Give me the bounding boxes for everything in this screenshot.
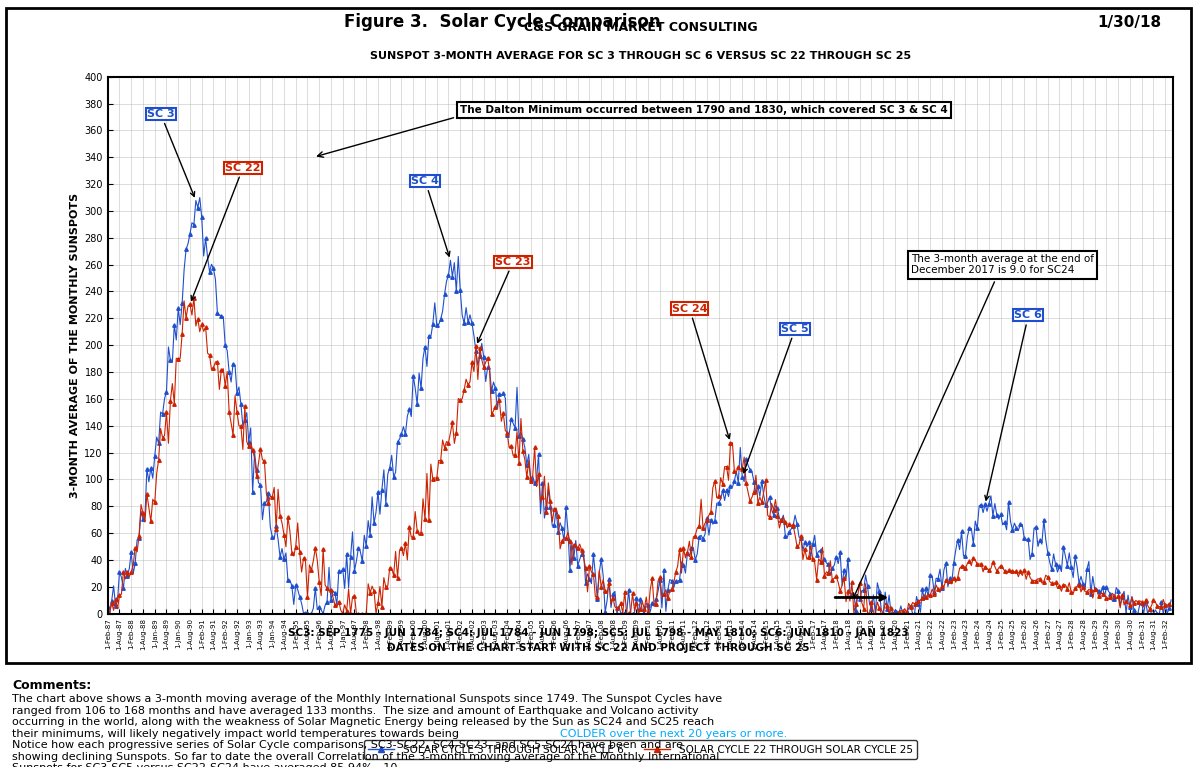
Text: SC 5: SC 5	[743, 324, 809, 472]
Text: ranged from 106 to 168 months and have averaged 133 months.  The size and amount: ranged from 106 to 168 months and have a…	[12, 706, 699, 716]
Text: occurring in the world, along with the weakness of Solar Magnetic Energy being r: occurring in the world, along with the w…	[12, 717, 715, 727]
Text: their minimums, will likely negatively impact world temperatures towards being: their minimums, will likely negatively i…	[12, 729, 462, 739]
Text: Sunspots for SC3-SC5 versus SC22-SC24 have averaged 85.94%.  10: Sunspots for SC3-SC5 versus SC22-SC24 ha…	[12, 763, 397, 767]
Text: SC 22: SC 22	[192, 163, 261, 301]
Text: Notice how each progressive series of Solar Cycle comparisons, SC3-SC22, SC4-SC2: Notice how each progressive series of So…	[12, 740, 683, 750]
Text: C&S GRAIN MARKET CONSULTING: C&S GRAIN MARKET CONSULTING	[523, 21, 758, 34]
Text: SC 6: SC 6	[985, 311, 1043, 500]
Y-axis label: 3-MONTH AVERAGE OF THE MONTHLY SUNSPOTS: 3-MONTH AVERAGE OF THE MONTHLY SUNSPOTS	[71, 193, 80, 498]
Text: 1/30/18: 1/30/18	[1096, 15, 1161, 30]
Text: SUNSPOT 3-MONTH AVERAGE FOR SC 3 THROUGH SC 6 VERSUS SC 22 THROUGH SC 25: SUNSPOT 3-MONTH AVERAGE FOR SC 3 THROUGH…	[370, 51, 911, 61]
Text: SC 4: SC 4	[412, 176, 450, 256]
Text: The chart above shows a 3-month moving average of the Monthly International Suns: The chart above shows a 3-month moving a…	[12, 694, 722, 704]
Text: showing declining Sunspots. So far to date the overall Correlation of the 3-mont: showing declining Sunspots. So far to da…	[12, 752, 719, 762]
Text: The 3-month average at the end of
December 2017 is 9.0 for SC24: The 3-month average at the end of Decemb…	[853, 254, 1094, 597]
Text: Comments:: Comments:	[12, 679, 91, 692]
Text: The Dalton Minimum occurred between 1790 and 1830, which covered SC 3 & SC 4: The Dalton Minimum occurred between 1790…	[460, 105, 948, 115]
Legend: SOLAR CYCLE 3 THROUGH SOLAR CYCLE 6, SOLAR CYCLE 22 THROUGH SOLAR CYCLE 25: SOLAR CYCLE 3 THROUGH SOLAR CYCLE 6, SOL…	[364, 740, 917, 759]
Text: COLDER over the next 20 years or more.: COLDER over the next 20 years or more.	[560, 729, 788, 739]
Text: SC 24: SC 24	[672, 304, 730, 439]
Text: DATES ON THE CHART START WITH SC 22 AND PROJECT THROUGH SC 25: DATES ON THE CHART START WITH SC 22 AND …	[388, 643, 809, 653]
Text: SC 3: SC 3	[147, 109, 195, 196]
Text: SC 23: SC 23	[478, 257, 530, 342]
Text: SC3: SEP 1775 - JUN 1784; SC4: JUL 1784 - JUN 1798; SC5: JUL 1798 - MAY 1810; SC: SC3: SEP 1775 - JUN 1784; SC4: JUL 1784 …	[288, 627, 909, 638]
Text: Figure 3.  Solar Cycle Comparison: Figure 3. Solar Cycle Comparison	[345, 14, 661, 31]
